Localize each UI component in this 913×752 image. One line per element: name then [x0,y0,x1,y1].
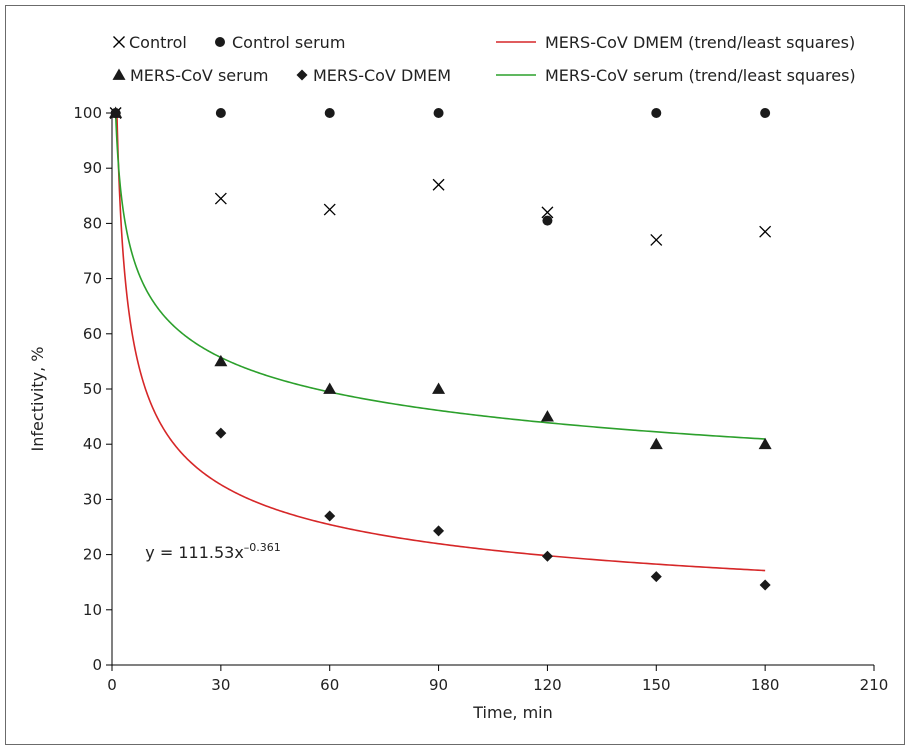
y-axis-title: Infectivity, % [28,347,47,452]
trend-equation-base: y = 111.53x [145,543,244,562]
legend-label: Control [129,33,187,52]
legend-item: MERS-CoV serum [112,66,268,85]
legend-item: Control [113,33,187,52]
x-marker-stroke [650,234,663,246]
control-point [323,203,336,216]
legend-label: MERS-CoV DMEM [313,66,451,85]
x-tick-label: 180 [751,676,780,694]
control-point [759,225,772,238]
trendlines [114,112,766,572]
legend-item: Control serum [215,33,345,52]
x-tick-label: 210 [860,676,889,694]
annotation: y = 111.53x–0.361 [145,541,280,562]
mers-cov-serum-point [323,382,337,394]
trend-equation-exponent: –0.361 [244,541,281,554]
y-tick-label: 20 [83,546,102,564]
legend-marker [113,36,125,48]
mers-cov-serum-point [214,354,228,367]
x-tick-label: 30 [211,676,230,694]
mers-cov-dmem-point [541,550,553,562]
x-marker-stroke [214,192,227,205]
trend-equation: y = 111.53x–0.361 [145,541,280,562]
chart: 0 10 20 30 40 50 60 70 80 90 100 0 30 60 90 120 150 180 21… [28,33,888,722]
control-serum-point [760,108,771,118]
x-tick-label: 60 [320,676,339,694]
mers-cov-dmem-point [650,571,662,583]
mers-cov-dmem-point [759,579,771,591]
control-serum-point [324,108,335,118]
y-tick-label: 70 [83,270,102,288]
x-marker-stroke [113,36,125,48]
y-tick-label: 80 [83,214,102,232]
x-marker-stroke [759,225,772,238]
legend: Control Control serum MERS-CoV serum MERS-C… [112,33,856,85]
x-axis-title: Time, min [472,703,553,722]
y-tick-label: 100 [73,104,102,122]
legend-label: MERS-CoV serum [130,66,268,85]
legend-marker [112,68,126,80]
mers-cov-serum-point [540,410,554,422]
y-tick-label: 0 [92,656,102,674]
legend-item: MERS-CoV DMEM (trend/least squares) [496,33,855,52]
x-tick-label: 0 [107,676,117,694]
control-point [214,192,227,205]
mers-cov-dmem-point [433,525,445,537]
y-tick-label: 50 [83,380,102,398]
y-tick-label: 40 [83,435,102,453]
x-tick-label: 120 [533,676,562,694]
mers-cov-serum-point [649,437,663,450]
control-serum-point [433,108,444,118]
legend-item: MERS-CoV serum (trend/least squares) [496,66,856,85]
control-point [650,234,663,246]
trendline-1 [114,113,766,440]
trendline-0 [115,112,766,572]
x-marker-stroke [323,203,336,216]
legend-marker [296,69,308,81]
control-serum-point [215,108,226,118]
control-point [432,178,445,191]
mers-cov-serum-point [432,382,446,394]
control-point [541,206,554,219]
mers-cov-dmem-point [215,427,227,439]
axes: 0 10 20 30 40 50 60 70 80 90 100 0 30 60 90 120 150 180 21… [28,104,888,722]
legend-label: MERS-CoV serum (trend/least squares) [545,66,856,85]
y-tick-label: 30 [83,490,102,508]
mers-cov-dmem-point [110,107,122,119]
y-tick-label: 90 [83,159,102,177]
x-marker-stroke [541,206,554,219]
mers-cov-dmem-point [324,510,336,522]
x-marker-stroke [432,178,445,191]
legend-marker [215,37,225,47]
mers-cov-serum-point [758,437,772,450]
y-tick-label: 60 [83,325,102,343]
legend-label: MERS-CoV DMEM (trend/least squares) [545,33,855,52]
y-tick-label: 10 [83,601,102,619]
legend-label: Control serum [232,33,345,52]
legend-item: MERS-CoV DMEM [296,66,451,85]
x-tick-label: 90 [429,676,448,694]
x-tick-label: 150 [642,676,671,694]
control-serum-point [542,215,553,226]
data-points [109,106,772,591]
chart-frame: 0 10 20 30 40 50 60 70 80 90 100 0 30 60 90 120 150 180 21… [5,5,905,745]
control-serum-point [651,108,662,118]
